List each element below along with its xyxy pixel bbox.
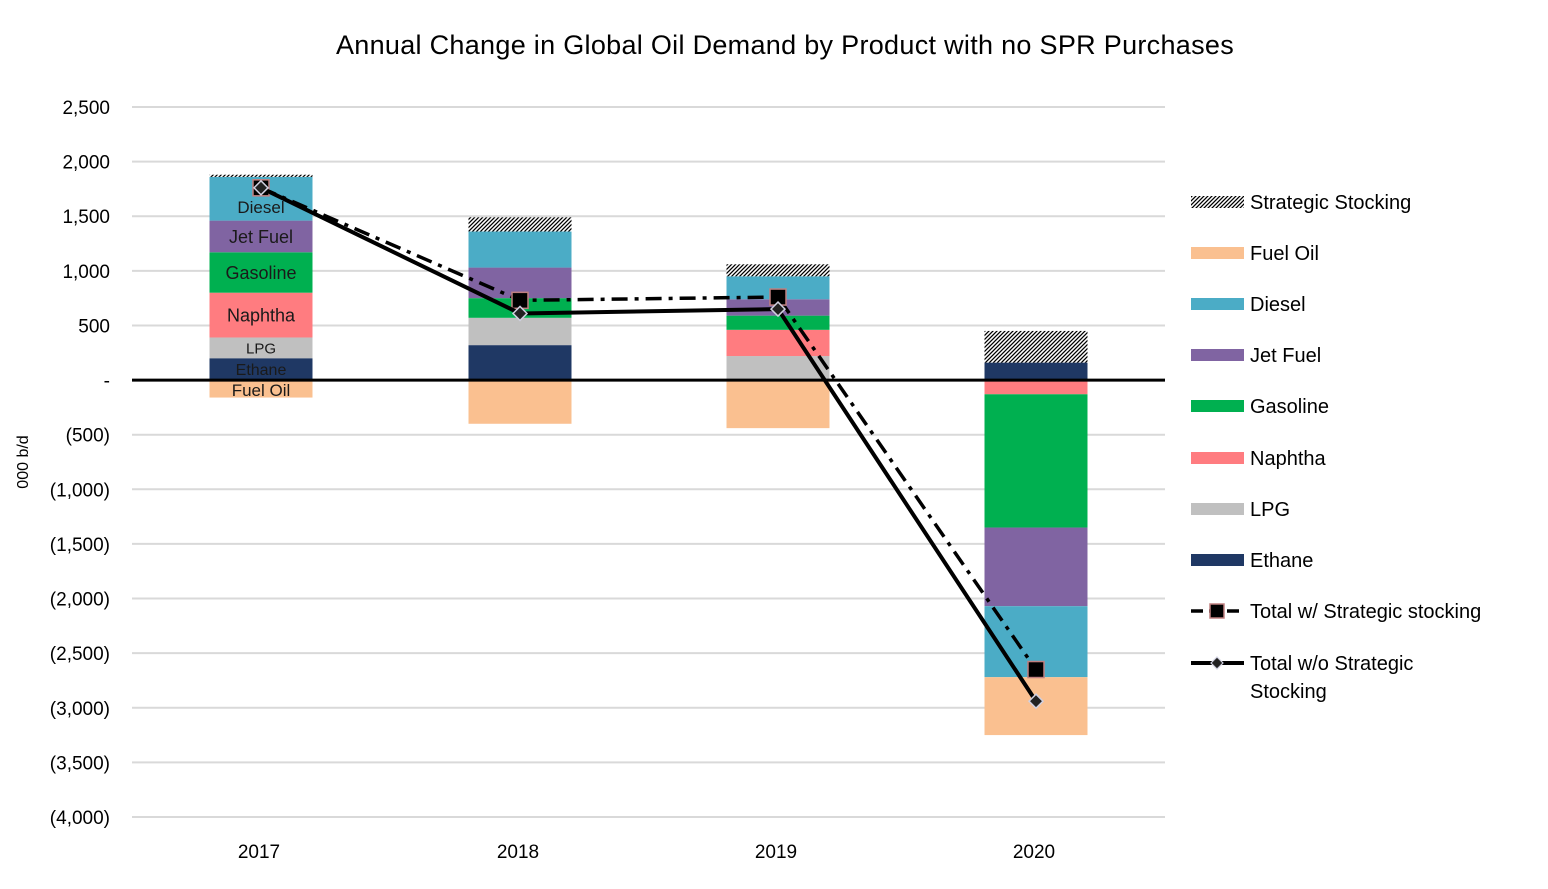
legend-item-gasoline: Gasoline: [1191, 396, 1329, 418]
marker-diamond-2019: [769, 301, 787, 318]
legend-marker-diamond: [1210, 656, 1224, 670]
legend-item-total-w-o-strategic-stocking: Total w/o Strategic Stocking: [1191, 653, 1413, 703]
bar-segment-naphtha-2020: [984, 380, 1088, 395]
bar-segment-ethane-2020: [984, 362, 1088, 381]
y-tick-label: (500): [66, 426, 110, 447]
bars: [209, 174, 1088, 736]
bar-segment-fuel-oil-2018: [468, 380, 572, 424]
bar-segment-strategic-stocking-2019: [726, 264, 830, 277]
y-tick-label: (1,500): [50, 535, 110, 556]
bar-segment-fuel-oil-2019: [726, 380, 830, 429]
bar-segment-lpg-2018: [468, 317, 572, 346]
y-tick-label: (3,500): [50, 753, 110, 774]
legend-label: Ethane: [1250, 550, 1313, 572]
bar-segment-fuel-oil-2017: [209, 380, 313, 398]
bar-segment-ethane-2017: [209, 358, 313, 381]
marker-diamond-2018: [511, 305, 529, 322]
y-tick-label: 500: [78, 316, 110, 337]
legend-label: Strategic Stocking: [1250, 192, 1411, 214]
bar-segment-diesel-2018: [468, 231, 572, 268]
legend-item-diesel: Diesel: [1191, 294, 1306, 316]
legend-label: LPG: [1250, 499, 1290, 521]
bar-segment-strategic-stocking-2017: [209, 174, 313, 177]
y-tick-label: (3,000): [50, 699, 110, 720]
legend: Strategic Stocking Fuel Oil Diesel Jet Fuel…: [1191, 192, 1481, 703]
legend-label: Gasoline: [1250, 396, 1329, 418]
bar-segment-labels: Diesel Jet Fuel Gasoline Naphtha LPG Ethane Fu…: [225, 198, 296, 400]
legend-item-naphtha: Naphtha: [1191, 448, 1326, 470]
bar-segment-ethane-2018: [468, 345, 572, 381]
legend-item-lpg: LPG: [1191, 499, 1290, 521]
legend-swatch: [1191, 554, 1244, 566]
legend-label: Diesel: [1250, 294, 1306, 316]
bar-label-fuel-oil: Fuel Oil: [232, 381, 291, 400]
legend-swatch: [1191, 196, 1244, 208]
y-tick-label: (2,000): [50, 590, 110, 611]
legend-label: Naphtha: [1250, 448, 1326, 470]
legend-item-fuel-oil: Fuel Oil: [1191, 243, 1319, 265]
bar-segment-jet-fuel-2020: [984, 527, 1088, 607]
legend-swatch: [1191, 400, 1244, 412]
marker-diamond-2017: [252, 179, 270, 196]
bar-segment-jet-fuel-2017: [209, 220, 313, 253]
bar-segment-gasoline-2020: [984, 394, 1088, 528]
bar-label-lpg: LPG: [246, 340, 276, 357]
x-tick-label: 2017: [238, 842, 280, 863]
x-tick-label: 2020: [1013, 842, 1055, 863]
bar-label-diesel: Diesel: [237, 198, 284, 217]
y-axis: 2,500 2,000 1,500 1,000 500 - (500) (1,000) (1,5…: [50, 98, 110, 829]
x-axis: 2017 2018 2019 2020: [132, 816, 1165, 863]
y-tick-label: 1,000: [62, 262, 110, 283]
legend-label: Jet Fuel: [1250, 345, 1321, 367]
y-tick-label: (2,500): [50, 644, 110, 665]
legend-marker-square: [1209, 603, 1225, 619]
legend-label: Fuel Oil: [1250, 243, 1319, 265]
chart-title: Annual Change in Global Oil Demand by Pr…: [335, 30, 1235, 60]
bar-segment-strategic-stocking-2020: [984, 330, 1088, 363]
legend-label: Stocking: [1250, 681, 1327, 703]
legend-item-jet-fuel: Jet Fuel: [1191, 345, 1321, 367]
y-tick-label: 2,000: [62, 153, 110, 174]
marker-square-2020: [1027, 660, 1045, 679]
bar-label-gasoline: Gasoline: [225, 263, 296, 283]
y-tick-label: 2,500: [62, 98, 110, 119]
legend-item-strategic-stocking: Strategic Stocking: [1191, 192, 1411, 214]
legend-label: Total w/ Strategic stocking: [1250, 601, 1481, 623]
bar-segment-gasoline-2019: [726, 315, 830, 330]
legend-swatch: [1191, 349, 1244, 361]
bar-segment-diesel-2019: [726, 276, 830, 300]
bar-stack-2019: [726, 264, 830, 429]
line-total-w-strategic-stocking: [260, 186, 1038, 671]
bar-stack-2017: [209, 174, 313, 398]
y-tick-label: (4,000): [50, 808, 110, 829]
y-axis-title: 000 b/d: [15, 435, 32, 488]
y-tick-label: (1,000): [50, 480, 110, 501]
legend-label: Total w/o Strategic: [1250, 653, 1413, 675]
bar-label-jet-fuel: Jet Fuel: [229, 227, 293, 247]
x-tick-label: 2019: [755, 842, 797, 863]
bar-segment-strategic-stocking-2018: [468, 217, 572, 232]
bar-segment-lpg-2017: [209, 337, 313, 359]
bar-label-ethane: Ethane: [236, 362, 287, 379]
legend-item-total-w-strategic-stocking: Total w/ Strategic stocking: [1191, 601, 1481, 623]
bar-segment-lpg-2019: [726, 356, 830, 381]
bar-segment-gasoline-2017: [209, 252, 313, 293]
y-tick-label: -: [104, 371, 110, 392]
total-lines: [252, 179, 1045, 710]
marker-diamond-2020: [1027, 693, 1045, 710]
bar-label-naphtha: Naphtha: [227, 306, 296, 326]
line-total-w-o-strategic-stocking: [260, 186, 1038, 703]
legend-swatch: [1191, 503, 1244, 515]
legend-swatch: [1191, 452, 1244, 464]
x-tick-label: 2018: [497, 842, 539, 863]
y-tick-label: 1,500: [62, 207, 110, 228]
legend-swatch: [1191, 247, 1244, 259]
legend-swatch: [1191, 298, 1244, 310]
legend-item-ethane: Ethane: [1191, 550, 1313, 572]
bar-segment-naphtha-2019: [726, 329, 830, 357]
bar-segment-naphtha-2017: [209, 292, 313, 338]
